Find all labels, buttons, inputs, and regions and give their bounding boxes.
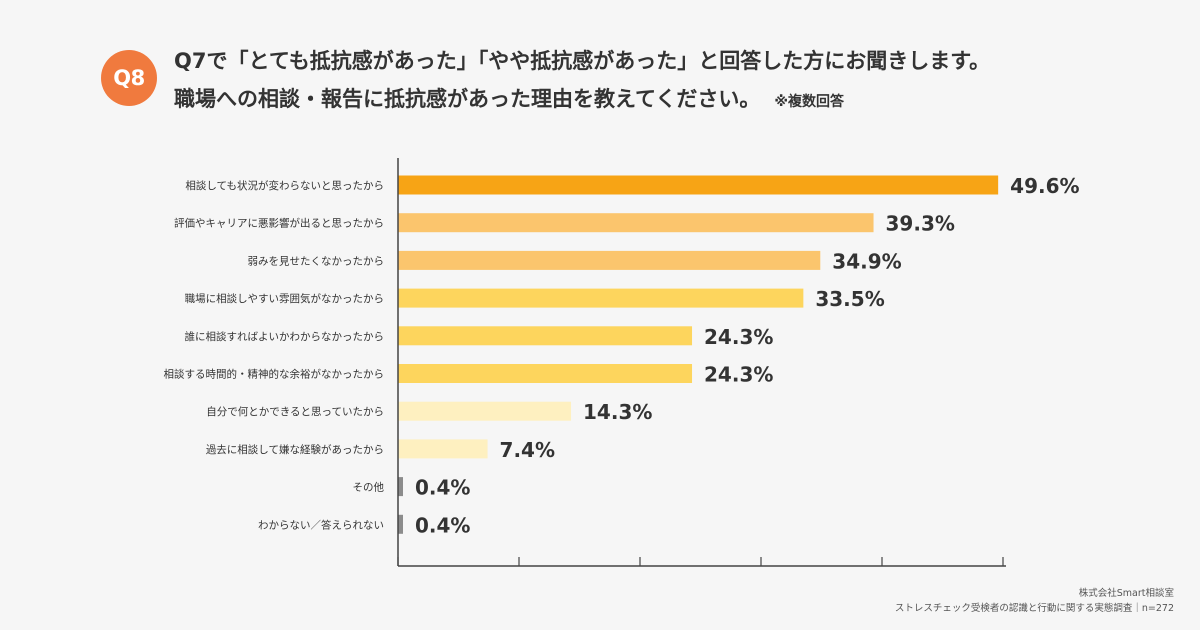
value-label: 34.9% xyxy=(832,249,901,273)
question-title-line2: 職場への相談・報告に抵抗感があった理由を教えてください。 ※複数回答 xyxy=(174,80,1174,121)
value-label: 7.4% xyxy=(500,438,555,462)
question-number-badge: Q8 xyxy=(101,50,157,106)
value-label: 0.4% xyxy=(415,513,470,537)
category-label: 相談しても状況が変わらないと思ったから xyxy=(185,179,384,192)
category-label: 誰に相談すればよいかわからなかったから xyxy=(185,330,385,343)
bar xyxy=(398,250,821,270)
category-label: わからない／答えられない xyxy=(258,518,384,531)
bar xyxy=(398,288,804,308)
footer: 株式会社Smart相談室 ストレスチェック受検者の認識と行動に関する実態調査｜n… xyxy=(895,586,1174,616)
multiple-answer-note: ※複数回答 xyxy=(774,94,844,110)
bar xyxy=(398,364,693,383)
value-label: 33.5% xyxy=(815,287,884,311)
question-title-line1: Q7で「とても抵抗感があった」「やや抵抗感があった」と回答した方にお聞きします。 xyxy=(174,49,991,73)
value-label: 14.3% xyxy=(583,400,652,424)
footer-survey: ストレスチェック受検者の認識と行動に関する実態調査｜n=272 xyxy=(894,603,1174,614)
category-label: 評価やキャリアに悪影響が出ると思ったから xyxy=(174,217,384,230)
question-title: Q7で「とても抵抗感があった」「やや抵抗感があった」と回答した方にお聞きします。… xyxy=(174,42,1174,121)
question-title-line2-text: 職場への相談・報告に抵抗感があった理由を教えてください。 xyxy=(174,87,761,111)
category-label: 過去に相談して嫌な経験があったから xyxy=(206,443,384,456)
category-label: 弱みを見せたくなかったから xyxy=(248,255,385,267)
value-label: 49.6% xyxy=(1010,174,1079,198)
value-label: 39.3% xyxy=(886,212,955,236)
category-label: その他 xyxy=(353,481,385,494)
footer-company: 株式会社Smart相談室 xyxy=(1078,588,1174,599)
bar xyxy=(398,401,572,421)
category-label: 自分で何とかできると思っていたから xyxy=(206,405,384,418)
bar xyxy=(398,213,874,233)
bar xyxy=(398,477,403,497)
value-label: 24.3% xyxy=(704,325,773,349)
category-label: 職場に相談しやすい雰囲気がなかったから xyxy=(185,292,384,305)
value-label: 0.4% xyxy=(415,476,470,500)
bar xyxy=(398,439,488,459)
bar xyxy=(398,175,999,195)
category-label: 相談する時間的・精神的な余裕がなかったから xyxy=(164,368,385,381)
bar xyxy=(398,326,693,346)
value-label: 24.3% xyxy=(704,363,773,387)
bar xyxy=(398,514,403,534)
